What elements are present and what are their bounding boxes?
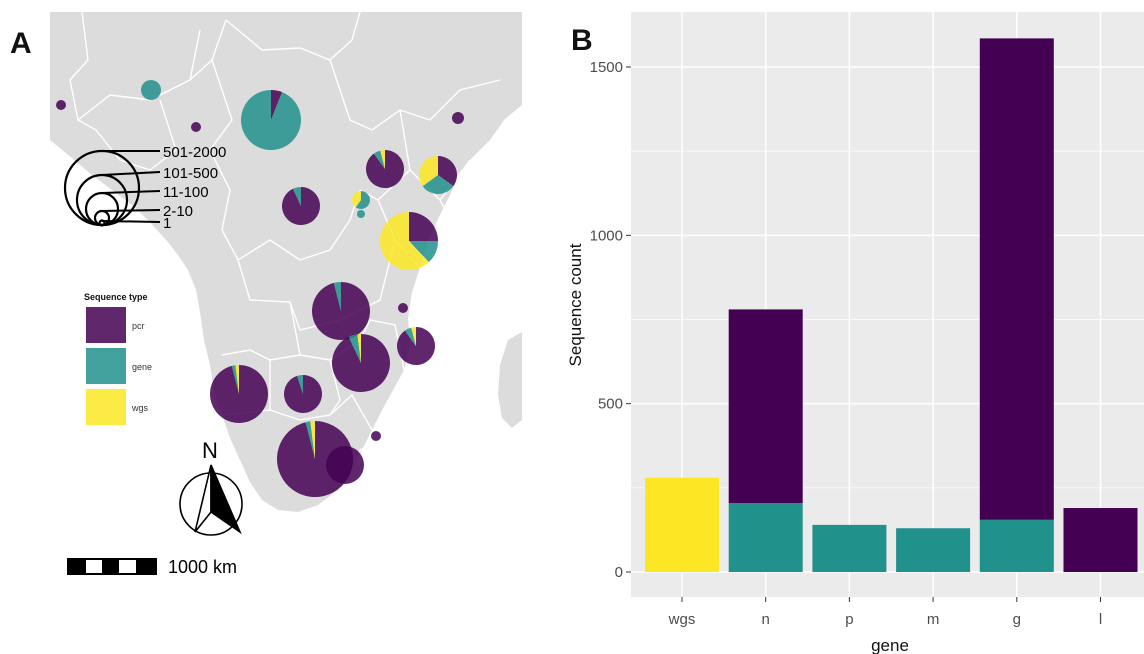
scale-bar-segment bbox=[102, 559, 119, 574]
size-legend-label: 11-100 bbox=[163, 184, 209, 201]
type-legend-label: wgs bbox=[131, 403, 149, 413]
bar-p-gene bbox=[812, 524, 887, 572]
north-arrow-label: N bbox=[202, 438, 218, 463]
size-legend-label: 2-10 bbox=[163, 203, 193, 220]
map-pie-slice-pcr bbox=[438, 156, 458, 187]
bar-m-gene bbox=[896, 528, 971, 572]
map-pie-pcr bbox=[56, 100, 66, 110]
map-pie-slice-gene bbox=[422, 175, 454, 195]
y-tick-label: 500 bbox=[598, 396, 623, 413]
y-axis-title: Sequence count bbox=[566, 243, 585, 366]
bar-g-pcr bbox=[979, 38, 1054, 520]
x-axis-title: gene bbox=[871, 636, 909, 654]
map-pie-slice-gene bbox=[241, 90, 301, 150]
bar-chart-panel: B 0 500 1000 1500 wgs n p m g l Sequence count ge… bbox=[566, 12, 1144, 654]
map-pie-pcr bbox=[371, 431, 381, 441]
x-tick-label: g bbox=[1013, 611, 1021, 628]
x-tick-label: wgs bbox=[668, 611, 696, 628]
bars bbox=[645, 38, 1138, 572]
x-tick-label: n bbox=[762, 611, 770, 628]
map-pie-slice-wgs bbox=[411, 327, 416, 346]
map-pie-gene bbox=[357, 210, 365, 218]
x-tick-label: m bbox=[927, 611, 940, 628]
size-legend-circle-1 bbox=[98, 219, 106, 227]
type-legend-label: gene bbox=[132, 362, 152, 372]
panel-b-label: B bbox=[571, 24, 593, 57]
map-pie-slice-gene bbox=[297, 375, 303, 394]
bar-n-gene bbox=[728, 502, 803, 572]
map-pie-pcr bbox=[326, 446, 364, 484]
map-pie-slice-wgs bbox=[235, 365, 239, 394]
map-pie-slice-pcr bbox=[210, 365, 269, 423]
map-pie-pcr bbox=[191, 122, 201, 132]
type-legend-title: Sequence type bbox=[84, 292, 148, 302]
type-legend-swatch-pcr bbox=[86, 307, 126, 343]
type-legend: Sequence type pcr gene wgs bbox=[84, 292, 152, 425]
size-legend-label: 1 bbox=[163, 215, 171, 232]
y-tick-label: 1000 bbox=[590, 227, 623, 244]
map-pie-gene bbox=[141, 80, 161, 100]
map-pie-slice-gene bbox=[355, 191, 370, 209]
panel-a-label: A bbox=[10, 27, 32, 60]
map-pie-pcr bbox=[398, 303, 408, 313]
map-pie-slice-gene bbox=[305, 421, 315, 459]
y-tick-label: 1500 bbox=[590, 59, 623, 76]
size-legend-leader bbox=[101, 220, 161, 223]
map-pie-slice-wgs bbox=[352, 191, 361, 208]
map-pie-slice-pcr bbox=[282, 187, 321, 226]
type-legend-label: pcr bbox=[132, 321, 145, 331]
size-legend: 501-2000 101-500 11-100 2-10 1 bbox=[63, 144, 226, 232]
map-pie-slice-gene bbox=[409, 241, 438, 263]
map-pie-slice-gene bbox=[292, 187, 301, 206]
map-pie-slice-pcr bbox=[409, 212, 438, 241]
axes: 0 500 1000 1500 wgs n p m g l bbox=[590, 59, 1103, 628]
north-arrow-right-half bbox=[210, 464, 242, 535]
size-legend-leader bbox=[101, 171, 161, 176]
size-legend-label: 501-2000 bbox=[163, 144, 226, 161]
map-pie-slice-wgs bbox=[310, 421, 315, 459]
size-legend-leader bbox=[101, 190, 161, 194]
map-pie-slice-wgs bbox=[380, 150, 385, 169]
x-tick-label: p bbox=[845, 611, 853, 628]
scale-bar-segment bbox=[68, 559, 86, 574]
map-panel: 501-2000 101-500 11-100 2-10 1 Sequence … bbox=[10, 11, 522, 622]
bar-wgs-wgs bbox=[645, 477, 719, 572]
map-pie-slice-wgs bbox=[419, 156, 438, 187]
x-tick-label: l bbox=[1099, 611, 1102, 628]
size-legend-label: 101-500 bbox=[163, 165, 218, 182]
map-pie-slice-gene bbox=[348, 334, 361, 363]
map-pie-slice-wgs bbox=[380, 212, 429, 270]
scale-bar-segment bbox=[136, 559, 156, 574]
bar-n-pcr bbox=[728, 309, 803, 503]
map-pie-slice-gene bbox=[373, 150, 385, 169]
map-pie-markers bbox=[56, 80, 464, 497]
map-pie-pcr bbox=[452, 112, 464, 124]
bar-l-pcr bbox=[1063, 508, 1138, 572]
madagascar bbox=[498, 332, 522, 428]
bar-g-gene bbox=[979, 519, 1054, 572]
map-pie-slice-pcr bbox=[283, 375, 322, 414]
type-legend-swatch-gene bbox=[86, 348, 126, 384]
north-arrow: N bbox=[179, 438, 243, 536]
size-legend-leader bbox=[101, 209, 161, 212]
map-pie-slice-gene bbox=[404, 327, 416, 346]
map-pie-slice-pcr bbox=[271, 90, 283, 120]
type-legend-swatch-wgs bbox=[86, 389, 126, 425]
map-pie-slice-wgs bbox=[357, 334, 361, 363]
map-pie-slice-gene bbox=[333, 282, 341, 311]
scale-bar: 1000 km bbox=[67, 557, 237, 577]
scale-bar-label: 1000 km bbox=[168, 557, 237, 577]
map-pie-slice-gene bbox=[231, 365, 239, 394]
y-tick-label: 0 bbox=[615, 564, 623, 581]
